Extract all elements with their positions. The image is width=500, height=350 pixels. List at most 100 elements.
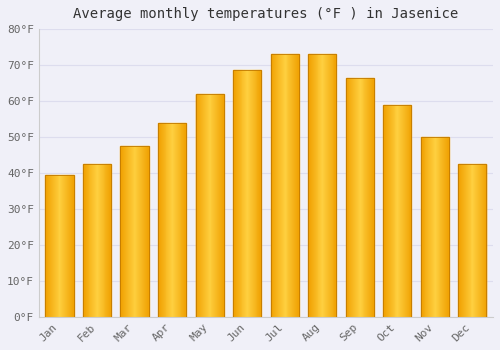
Bar xyxy=(278,54,279,317)
Bar xyxy=(51,175,52,317)
Bar xyxy=(110,164,111,317)
Bar xyxy=(143,146,144,317)
Bar xyxy=(402,105,403,317)
Bar xyxy=(348,78,350,317)
Bar xyxy=(383,105,384,317)
Bar xyxy=(146,146,148,317)
Bar xyxy=(332,54,334,317)
Bar xyxy=(250,70,251,317)
Bar xyxy=(104,164,106,317)
Bar xyxy=(164,122,166,317)
Bar xyxy=(219,94,220,317)
Bar xyxy=(92,164,93,317)
Bar xyxy=(158,122,159,317)
Bar xyxy=(281,54,282,317)
Bar xyxy=(215,94,216,317)
Bar xyxy=(53,175,54,317)
Bar xyxy=(293,54,294,317)
Bar xyxy=(369,78,370,317)
Bar xyxy=(93,164,94,317)
Bar xyxy=(327,54,328,317)
Bar xyxy=(132,146,134,317)
Bar xyxy=(270,54,272,317)
Bar xyxy=(310,54,311,317)
Bar xyxy=(313,54,314,317)
Bar xyxy=(90,164,92,317)
Bar xyxy=(357,78,358,317)
Bar xyxy=(162,122,164,317)
Bar xyxy=(272,54,274,317)
Bar xyxy=(323,54,324,317)
Bar xyxy=(248,70,249,317)
Bar xyxy=(125,146,126,317)
Bar xyxy=(388,105,389,317)
Bar xyxy=(175,122,176,317)
Bar xyxy=(389,105,390,317)
Bar xyxy=(85,164,86,317)
Bar xyxy=(173,122,174,317)
Bar xyxy=(234,70,235,317)
Bar xyxy=(404,105,405,317)
Bar xyxy=(329,54,330,317)
Bar xyxy=(288,54,290,317)
Bar xyxy=(221,94,222,317)
Bar xyxy=(463,164,464,317)
Bar xyxy=(386,105,387,317)
Bar xyxy=(460,164,461,317)
Bar xyxy=(484,164,486,317)
Bar xyxy=(46,175,48,317)
Bar xyxy=(359,78,360,317)
Bar xyxy=(235,70,236,317)
Bar xyxy=(316,54,318,317)
Bar xyxy=(430,137,431,317)
Bar xyxy=(421,137,449,317)
Bar xyxy=(444,137,445,317)
Bar xyxy=(400,105,401,317)
Bar xyxy=(158,122,186,317)
Bar xyxy=(127,146,128,317)
Bar xyxy=(196,94,224,317)
Bar xyxy=(424,137,426,317)
Bar xyxy=(280,54,281,317)
Bar xyxy=(70,175,72,317)
Bar xyxy=(260,70,261,317)
Bar xyxy=(322,54,323,317)
Bar xyxy=(358,78,359,317)
Title: Average monthly temperatures (°F ) in Jasenice: Average monthly temperatures (°F ) in Ja… xyxy=(74,7,458,21)
Bar xyxy=(216,94,217,317)
Bar xyxy=(324,54,325,317)
Bar xyxy=(325,54,326,317)
Bar xyxy=(102,164,104,317)
Bar xyxy=(334,54,336,317)
Bar xyxy=(246,70,247,317)
Bar xyxy=(422,137,424,317)
Bar xyxy=(270,54,299,317)
Bar xyxy=(72,175,74,317)
Bar xyxy=(355,78,356,317)
Bar xyxy=(204,94,205,317)
Bar xyxy=(62,175,63,317)
Bar xyxy=(384,105,385,317)
Bar xyxy=(141,146,142,317)
Bar xyxy=(96,164,97,317)
Bar xyxy=(366,78,368,317)
Bar xyxy=(233,70,234,317)
Bar xyxy=(86,164,88,317)
Bar xyxy=(385,105,386,317)
Bar xyxy=(83,164,84,317)
Bar xyxy=(247,70,248,317)
Bar xyxy=(352,78,353,317)
Bar xyxy=(240,70,242,317)
Bar xyxy=(99,164,100,317)
Bar xyxy=(94,164,95,317)
Bar xyxy=(330,54,332,317)
Bar xyxy=(478,164,479,317)
Bar xyxy=(258,70,260,317)
Bar xyxy=(130,146,131,317)
Bar xyxy=(468,164,469,317)
Bar xyxy=(479,164,480,317)
Bar xyxy=(442,137,444,317)
Bar xyxy=(48,175,49,317)
Bar xyxy=(383,105,412,317)
Bar xyxy=(290,54,292,317)
